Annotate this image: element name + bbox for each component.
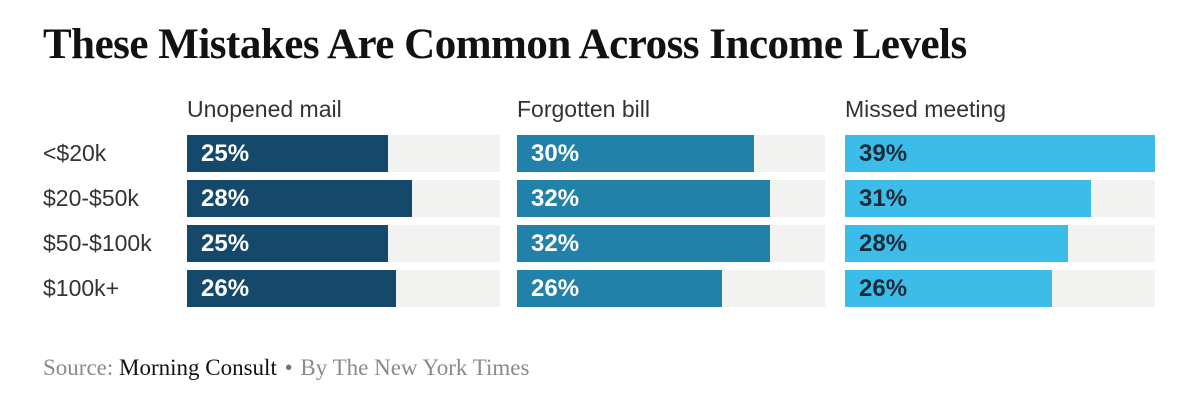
- bar: 31%: [845, 180, 1092, 217]
- bar-value-label: 39%: [859, 140, 908, 167]
- bar-value-label: 28%: [201, 185, 250, 212]
- bar-track: 32%: [517, 180, 825, 217]
- panel-unopened-mail: Unopened mail 25% 28% 25% 26%: [187, 96, 500, 315]
- bar-value-label: 32%: [531, 230, 580, 257]
- bar: 30%: [517, 135, 754, 172]
- source-label: Source:: [43, 355, 114, 380]
- source-separator: •: [284, 355, 293, 380]
- bar-track: 28%: [187, 180, 500, 217]
- bar: 26%: [187, 270, 396, 307]
- bar-value-label: 25%: [201, 230, 250, 257]
- category-label-under-20k: <$20k: [43, 140, 107, 166]
- bar-value-label: 25%: [201, 140, 250, 167]
- category-label-100k-plus: $100k+: [43, 275, 120, 301]
- bar: 26%: [845, 270, 1052, 307]
- panel-forgotten-bill: Forgotten bill 30% 32% 32% 26%: [517, 96, 825, 315]
- column-header-unopened-mail: Unopened mail: [187, 96, 342, 122]
- panel-missed-meeting: Missed meeting 39% 31% 28% 26%: [845, 96, 1155, 315]
- bar-value-label: 32%: [531, 185, 580, 212]
- bar: 28%: [845, 225, 1068, 262]
- bar: 32%: [517, 225, 770, 262]
- bar-track: 32%: [517, 225, 825, 262]
- bar-value-label: 26%: [531, 275, 580, 302]
- bar-track: 28%: [845, 225, 1155, 262]
- bar-value-label: 26%: [859, 275, 908, 302]
- bar: 25%: [187, 225, 388, 262]
- category-axis: <$20k $20-$50k $50-$100k $100k+: [43, 96, 187, 315]
- bar: 25%: [187, 135, 388, 172]
- header-spacer: [43, 96, 187, 135]
- column-header-missed-meeting: Missed meeting: [845, 96, 1007, 122]
- bar: 26%: [517, 270, 723, 307]
- source-byline: By The New York Times: [300, 355, 530, 380]
- bar-track: 30%: [517, 135, 825, 172]
- bar-track: 39%: [845, 135, 1155, 172]
- bar-track: 25%: [187, 225, 500, 262]
- column-header-forgotten-bill: Forgotten bill: [517, 96, 650, 122]
- bar-value-label: 28%: [859, 230, 908, 257]
- bar-track: 26%: [187, 270, 500, 307]
- bar-value-label: 26%: [201, 275, 250, 302]
- bar-value-label: 31%: [859, 185, 908, 212]
- bar-track: 26%: [845, 270, 1155, 307]
- category-label-50k-100k: $50-$100k: [43, 230, 152, 256]
- source-name: Morning Consult: [119, 355, 277, 380]
- bar-track: 25%: [187, 135, 500, 172]
- category-label-20k-50k: $20-$50k: [43, 185, 139, 211]
- chart-title: These Mistakes Are Common Across Income …: [43, 21, 967, 68]
- bar-track: 31%: [845, 180, 1155, 217]
- bar: 32%: [517, 180, 770, 217]
- chart-area: <$20k $20-$50k $50-$100k $100k+ Unopened…: [43, 96, 1200, 315]
- bar-value-label: 30%: [531, 140, 580, 167]
- source-line: Source: Morning Consult • By The New Yor…: [43, 355, 1200, 381]
- bar: 39%: [845, 135, 1155, 172]
- bar-track: 26%: [517, 270, 825, 307]
- bar: 28%: [187, 180, 412, 217]
